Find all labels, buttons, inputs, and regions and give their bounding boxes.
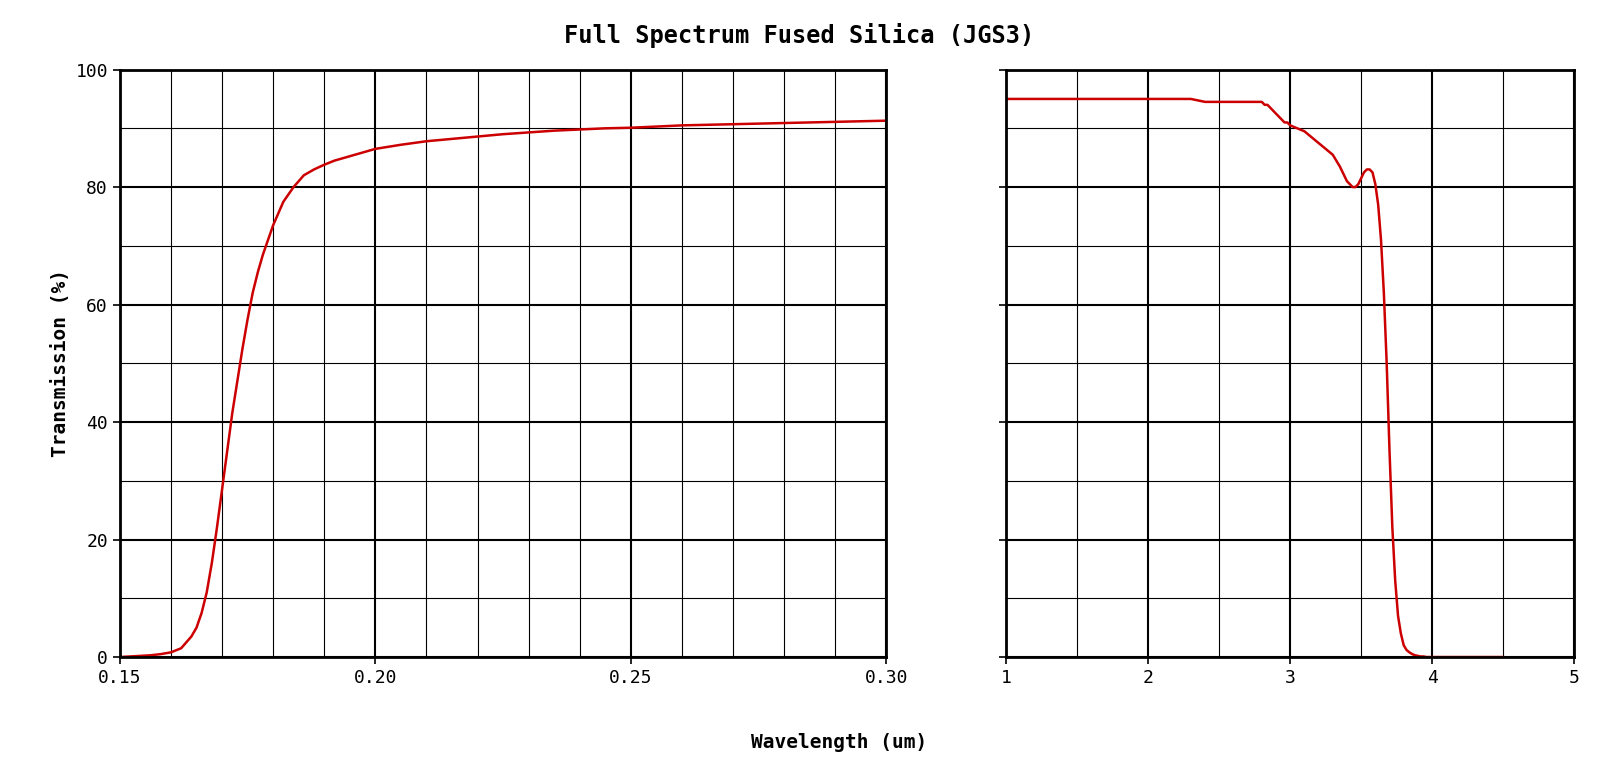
Text: Full Spectrum Fused Silica (JGS3): Full Spectrum Fused Silica (JGS3) <box>564 23 1034 48</box>
Text: Wavelength (um): Wavelength (um) <box>751 733 927 751</box>
Y-axis label: Transmission (%): Transmission (%) <box>51 269 70 458</box>
